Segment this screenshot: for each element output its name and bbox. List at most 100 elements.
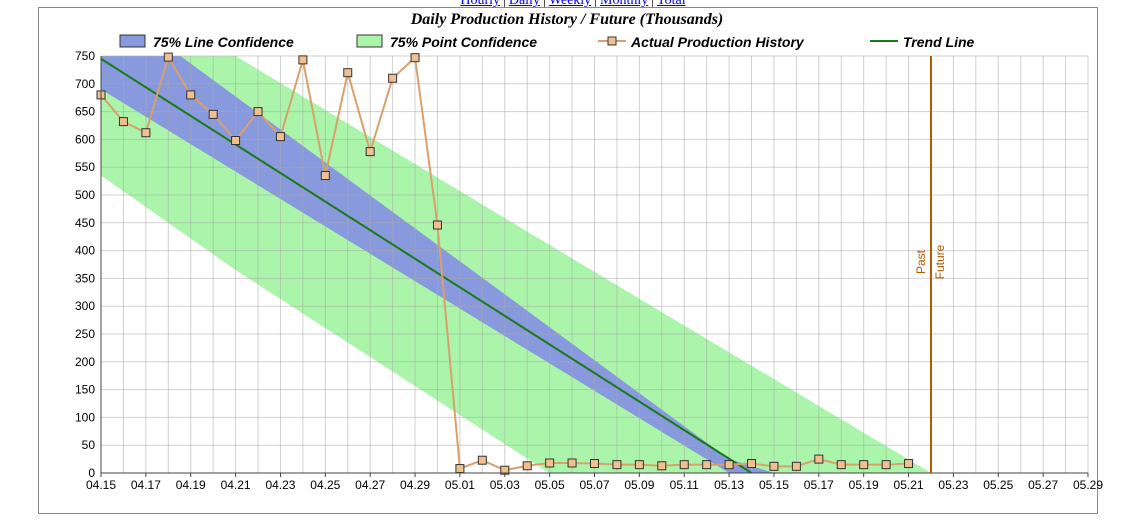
trend-line bbox=[101, 57, 753, 473]
y-tick-label: 600 bbox=[75, 132, 95, 146]
data-point-marker bbox=[836, 460, 846, 470]
x-tick-label: 04.25 bbox=[310, 478, 340, 492]
x-tick-label: 05.01 bbox=[445, 478, 475, 492]
nav-link-monthly[interactable]: Monthly bbox=[600, 0, 649, 8]
data-point-marker bbox=[477, 455, 487, 465]
data-point-marker bbox=[612, 460, 622, 470]
data-point-marker bbox=[522, 461, 532, 471]
x-tick-label: 05.19 bbox=[849, 478, 879, 492]
data-point-marker bbox=[747, 459, 757, 469]
data-point-marker bbox=[388, 73, 398, 83]
x-tick-label: 05.23 bbox=[938, 478, 968, 492]
data-point-marker bbox=[141, 128, 151, 138]
data-point-marker bbox=[298, 55, 308, 65]
past-label: Past bbox=[914, 249, 928, 274]
nav-separator: | bbox=[542, 0, 546, 8]
x-tick-label: 04.21 bbox=[221, 478, 251, 492]
x-tick-label: 05.17 bbox=[804, 478, 834, 492]
y-tick-label: 350 bbox=[75, 271, 95, 285]
legend-trend-line: Trend Line bbox=[870, 34, 975, 50]
x-tick-label: 05.29 bbox=[1073, 478, 1103, 492]
nav-link-total[interactable]: Total bbox=[657, 0, 686, 8]
data-point-marker bbox=[567, 458, 577, 468]
data-point-marker bbox=[410, 53, 420, 63]
data-point-marker bbox=[118, 117, 128, 127]
data-point-marker bbox=[859, 460, 869, 470]
data-point-marker bbox=[724, 460, 734, 470]
legend-actual-production: Actual Production History bbox=[598, 34, 805, 50]
y-tick-label: 700 bbox=[75, 77, 95, 91]
legend-label: 75% Point Confidence bbox=[390, 34, 537, 50]
x-tick-label: 04.29 bbox=[400, 478, 430, 492]
y-tick-label: 100 bbox=[75, 410, 95, 424]
chart-frame bbox=[38, 7, 1098, 514]
x-tick-label: 05.11 bbox=[670, 478, 699, 492]
data-point-marker bbox=[769, 461, 779, 471]
legend-point-confidence: 75% Point Confidence bbox=[356, 34, 537, 50]
x-tick-label: 05.15 bbox=[759, 478, 789, 492]
nav-link-daily[interactable]: Daily bbox=[508, 0, 540, 8]
data-point-marker bbox=[702, 460, 712, 470]
x-tick-label: 05.05 bbox=[535, 478, 565, 492]
data-point-marker bbox=[791, 461, 801, 471]
legend-label: Trend Line bbox=[903, 34, 975, 50]
nav-separator: | bbox=[503, 0, 506, 8]
data-point-marker bbox=[231, 136, 241, 146]
x-tick-label: 05.27 bbox=[1028, 478, 1058, 492]
data-point-marker bbox=[590, 459, 599, 469]
x-tick-label: 04.27 bbox=[355, 478, 385, 492]
data-point-marker bbox=[275, 132, 285, 142]
y-tick-label: 450 bbox=[75, 216, 95, 230]
x-tick-label: 05.03 bbox=[490, 478, 520, 492]
chart-legend: 75% Line Confidence 75% Point Confidence A… bbox=[119, 34, 975, 50]
future-label: Future bbox=[933, 244, 947, 279]
data-point-marker bbox=[343, 68, 353, 78]
x-tick-label: 05.21 bbox=[894, 478, 924, 492]
data-point-marker bbox=[657, 461, 667, 471]
nav-link-hourly[interactable]: Hourly bbox=[460, 0, 501, 8]
legend-line-confidence: 75% Line Confidence bbox=[119, 34, 294, 50]
y-tick-label: 550 bbox=[75, 160, 95, 174]
y-tick-label: 150 bbox=[75, 383, 95, 397]
x-tick-label: 04.23 bbox=[265, 478, 295, 492]
data-point-marker bbox=[320, 171, 330, 181]
data-point-marker bbox=[545, 458, 555, 468]
y-tick-label: 200 bbox=[75, 355, 95, 369]
y-tick-label: 750 bbox=[75, 49, 95, 63]
data-point-marker bbox=[881, 460, 891, 470]
legend-label: Actual Production History bbox=[630, 34, 805, 50]
x-tick-label: 04.17 bbox=[131, 478, 161, 492]
x-tick-label: 05.09 bbox=[624, 478, 654, 492]
data-point-marker bbox=[208, 109, 218, 119]
y-tick-label: 650 bbox=[75, 105, 95, 119]
x-tick-label: 05.25 bbox=[983, 478, 1013, 492]
legend-label: 75% Line Confidence bbox=[153, 34, 294, 50]
y-tick-label: 250 bbox=[75, 327, 95, 341]
data-point-marker bbox=[365, 147, 375, 157]
nav-separator: | bbox=[594, 0, 597, 8]
y-tick-label: 300 bbox=[75, 299, 95, 313]
data-point-marker bbox=[253, 107, 263, 117]
legend-swatch bbox=[119, 34, 146, 48]
x-tick-label: 05.13 bbox=[714, 478, 744, 492]
data-point-marker bbox=[163, 52, 173, 62]
y-tick-label: 400 bbox=[75, 244, 95, 258]
data-point-marker bbox=[186, 90, 196, 100]
data-point-marker bbox=[432, 220, 442, 230]
nav-separator: | bbox=[651, 0, 655, 8]
y-tick-label: 0 bbox=[88, 466, 95, 480]
y-tick-label: 500 bbox=[75, 188, 95, 202]
data-point-marker bbox=[679, 460, 689, 470]
data-point-marker bbox=[814, 454, 824, 464]
x-tick-label: 04.19 bbox=[176, 478, 206, 492]
data-point-marker bbox=[904, 459, 914, 469]
chart-title: Daily Production History / Future (Thous… bbox=[410, 11, 724, 28]
legend-swatch bbox=[356, 34, 383, 48]
data-point-marker bbox=[634, 460, 644, 470]
nav-link-weekly[interactable]: Weekly bbox=[548, 0, 592, 8]
legend-swatch-marker bbox=[607, 36, 617, 46]
nav-links: Hourly | Daily | Weekly | Monthly | Total bbox=[0, 0, 1146, 8]
data-point-marker bbox=[455, 464, 465, 474]
y-tick-label: 50 bbox=[82, 438, 96, 452]
